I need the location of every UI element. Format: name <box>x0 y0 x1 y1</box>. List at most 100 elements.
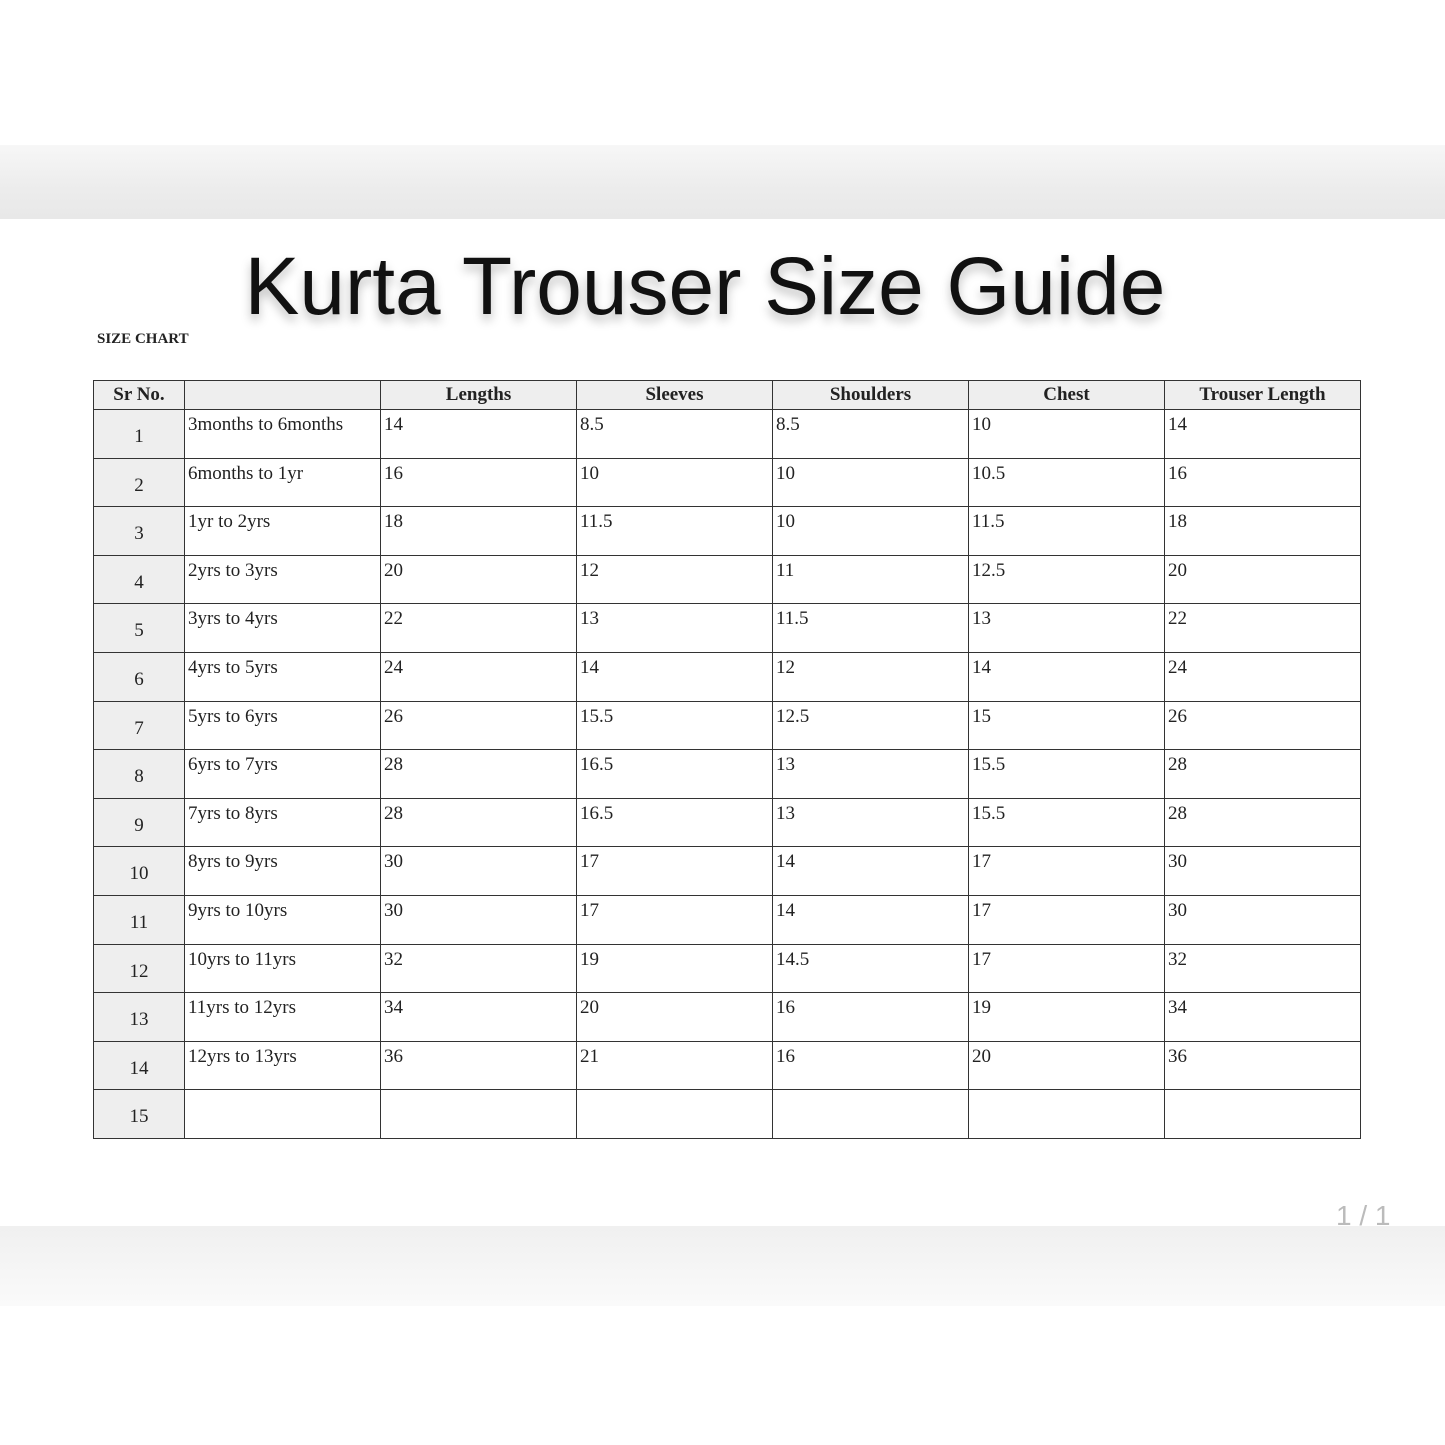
row-number: 7 <box>93 700 185 751</box>
table-cell: 14.5 <box>772 943 969 994</box>
table-cell: 30 <box>1164 846 1361 896</box>
table-cell: 30 <box>380 895 577 945</box>
table-cell: 11.5 <box>968 506 1165 556</box>
row-number: 14 <box>93 1040 185 1091</box>
table-cell: 2yrs to 3yrs <box>184 554 381 605</box>
table-cell: 26 <box>380 700 577 751</box>
table-cell: 10 <box>576 457 773 508</box>
table-cell: 14 <box>576 652 773 702</box>
table-cell <box>968 1089 1165 1139</box>
table-cell: 20 <box>576 992 773 1042</box>
table-cell: 11yrs to 12yrs <box>184 992 381 1042</box>
table-cell: 11.5 <box>772 603 969 653</box>
table-cell: 14 <box>968 652 1165 702</box>
table-cell: 28 <box>380 797 577 848</box>
table-cell: 17 <box>968 846 1165 896</box>
table-cell: 16 <box>772 1040 969 1091</box>
row-number: 13 <box>93 992 185 1042</box>
table-cell: 24 <box>380 652 577 702</box>
table-cell: 36 <box>1164 1040 1361 1091</box>
table-cell: 36 <box>380 1040 577 1091</box>
column-header: Trouser Length <box>1164 380 1361 410</box>
table-cell: 1yr to 2yrs <box>184 506 381 556</box>
bottom-band <box>0 1226 1445 1306</box>
table-cell: 10 <box>772 457 969 508</box>
table-cell: 28 <box>380 749 577 799</box>
table-cell: 12 <box>576 554 773 605</box>
table-cell: 17 <box>968 943 1165 994</box>
table-cell: 10.5 <box>968 457 1165 508</box>
table-cell: 30 <box>1164 895 1361 945</box>
table-cell: 32 <box>380 943 577 994</box>
table-cell: 21 <box>576 1040 773 1091</box>
table-cell: 16 <box>1164 457 1361 508</box>
table-cell: 18 <box>380 506 577 556</box>
table-cell: 10yrs to 11yrs <box>184 943 381 994</box>
column-header: Sleeves <box>576 380 773 410</box>
table-cell: 14 <box>772 895 969 945</box>
row-number: 9 <box>93 797 185 848</box>
table-cell: 16.5 <box>576 749 773 799</box>
table-cell <box>1164 1089 1361 1139</box>
table-cell: 13 <box>772 797 969 848</box>
table-cell: 7yrs to 8yrs <box>184 797 381 848</box>
table-cell: 12yrs to 13yrs <box>184 1040 381 1091</box>
table-cell: 15 <box>968 700 1165 751</box>
table-cell: 16 <box>380 457 577 508</box>
row-number: 2 <box>93 457 185 508</box>
table-cell: 16.5 <box>576 797 773 848</box>
row-number: 10 <box>93 846 185 896</box>
table-cell: 20 <box>1164 554 1361 605</box>
column-header: Sr No. <box>93 380 185 410</box>
table-cell: 28 <box>1164 797 1361 848</box>
table-cell <box>184 1089 381 1139</box>
row-number: 6 <box>93 652 185 702</box>
table-cell: 4yrs to 5yrs <box>184 652 381 702</box>
table-cell: 15.5 <box>968 797 1165 848</box>
title: Kurta Trouser Size Guide <box>244 241 1166 332</box>
table-cell: 13 <box>968 603 1165 653</box>
table-cell: 19 <box>968 992 1165 1042</box>
row-number: 12 <box>93 943 185 994</box>
table-cell: 12.5 <box>968 554 1165 605</box>
table-cell <box>380 1089 577 1139</box>
table-cell: 8.5 <box>576 409 773 459</box>
table-cell: 17 <box>576 895 773 945</box>
table-cell <box>772 1089 969 1139</box>
table-cell: 24 <box>1164 652 1361 702</box>
table-cell: 3yrs to 4yrs <box>184 603 381 653</box>
table-cell: 32 <box>1164 943 1361 994</box>
row-number: 8 <box>93 749 185 799</box>
table-cell: 14 <box>1164 409 1361 459</box>
table-cell: 15.5 <box>576 700 773 751</box>
row-number: 11 <box>93 895 185 945</box>
row-number: 15 <box>93 1089 185 1139</box>
table-cell: 6yrs to 7yrs <box>184 749 381 799</box>
table-cell: 28 <box>1164 749 1361 799</box>
table-cell: 8.5 <box>772 409 969 459</box>
table-cell: 16 <box>772 992 969 1042</box>
table-cell: 34 <box>380 992 577 1042</box>
table-cell: 26 <box>1164 700 1361 751</box>
table-cell: 12 <box>772 652 969 702</box>
table-cell: 10 <box>772 506 969 556</box>
table-cell: 18 <box>1164 506 1361 556</box>
table-cell: 9yrs to 10yrs <box>184 895 381 945</box>
column-header: Shoulders <box>772 380 969 410</box>
column-header: Lengths <box>380 380 577 410</box>
table-cell: 11.5 <box>576 506 773 556</box>
table-cell: 13 <box>576 603 773 653</box>
table-cell: 22 <box>380 603 577 653</box>
table-cell: 10 <box>968 409 1165 459</box>
column-header: Chest <box>968 380 1165 410</box>
table-cell: 14 <box>380 409 577 459</box>
table-cell: 20 <box>968 1040 1165 1091</box>
row-number: 3 <box>93 506 185 556</box>
table-cell: 22 <box>1164 603 1361 653</box>
subtitle: SIZE CHART <box>97 331 189 347</box>
table-cell: 3months to 6months <box>184 409 381 459</box>
table-cell: 11 <box>772 554 969 605</box>
table-cell: 5yrs to 6yrs <box>184 700 381 751</box>
table-cell: 12.5 <box>772 700 969 751</box>
